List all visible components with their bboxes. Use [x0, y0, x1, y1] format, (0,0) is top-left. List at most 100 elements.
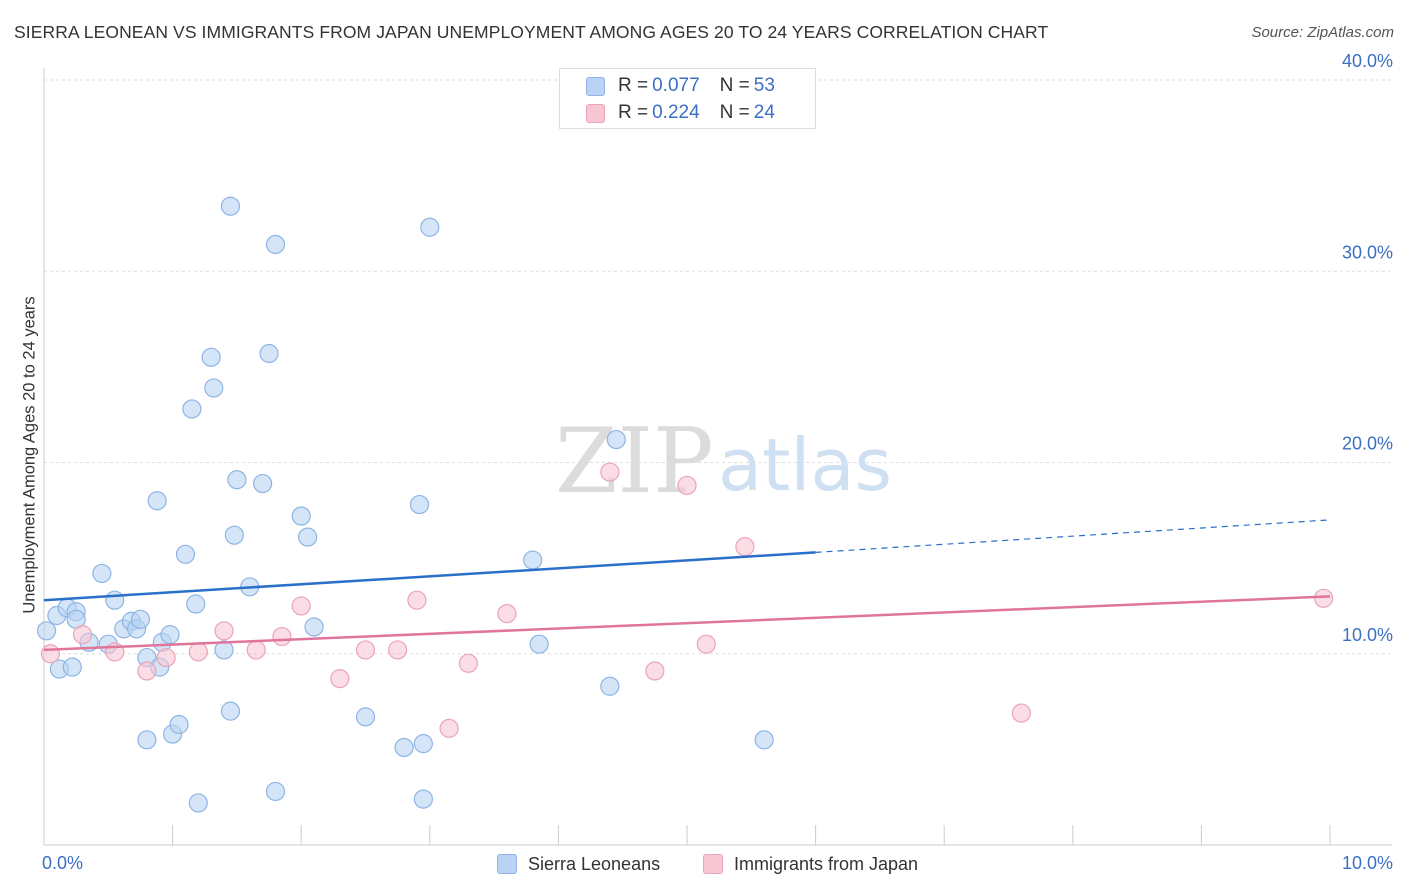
point-immigrant-japan — [696, 634, 716, 654]
point-immigrant-japan — [355, 640, 376, 660]
point-immigrant-japan — [677, 475, 697, 496]
legend-row-immigrants-from-japan: R = 0.224 N = 24 — [618, 102, 775, 124]
point-immigrant-japan — [497, 603, 517, 624]
point-sierra-leonean — [169, 714, 189, 735]
point-sierra-leonean — [606, 429, 626, 450]
point-sierra-leonean — [220, 701, 241, 721]
point-sierra-leonean — [523, 550, 543, 570]
y-tick-label: 30.0% — [1342, 242, 1393, 262]
point-sierra-leonean — [224, 525, 244, 545]
y-tick-label: 10.0% — [1342, 625, 1393, 645]
point-immigrant-japan — [188, 642, 208, 662]
point-sierra-leonean — [420, 217, 440, 237]
tick-labels: 10.0% 20.0% 30.0% 40.0% 0.0% 10.0% — [42, 51, 1393, 873]
legend-r-value: 0.077 — [652, 75, 700, 96]
point-immigrant-japan — [458, 653, 478, 673]
point-sierra-leonean — [214, 640, 234, 660]
point-sierra-leonean — [227, 470, 247, 490]
series-sierra-leoneans-points — [36, 196, 774, 813]
point-immigrant-japan — [156, 647, 176, 668]
point-immigrant-japan — [1011, 703, 1031, 723]
point-sierra-leonean — [186, 594, 206, 614]
point-sierra-leonean — [201, 347, 221, 367]
axes — [43, 68, 1392, 846]
point-sierra-leonean — [147, 491, 167, 511]
point-sierra-leonean — [92, 563, 112, 584]
point-sierra-leonean — [298, 527, 318, 547]
trend-line-immigrants-from-japan — [43, 595, 1331, 652]
bottom-legend-swatch-blue — [497, 854, 517, 874]
bottom-legend-swatch-pink — [703, 854, 723, 874]
point-immigrant-japan — [645, 661, 665, 681]
point-immigrant-japan — [246, 640, 266, 660]
point-immigrant-japan — [439, 718, 459, 738]
x-tick-label: 0.0% — [42, 853, 83, 873]
legend-swatch-pink — [586, 104, 605, 123]
point-immigrant-japan — [272, 626, 292, 647]
point-sierra-leonean — [130, 609, 151, 629]
point-sierra-leonean — [105, 590, 125, 610]
point-sierra-leonean — [394, 737, 414, 758]
x-tick-label: 10.0% — [1342, 853, 1393, 873]
watermark-zip: ZIP — [555, 409, 714, 514]
point-immigrant-japan — [735, 537, 755, 557]
point-sierra-leonean — [182, 399, 202, 419]
point-immigrant-japan — [600, 462, 620, 482]
bottom-legend-label: Sierra Leoneans — [528, 853, 661, 874]
point-immigrant-japan — [137, 661, 157, 681]
point-sierra-leonean — [355, 707, 376, 727]
watermark: ZIP atlas — [555, 409, 892, 514]
bottom-legend-immigrants-from-japan: Immigrants from Japan — [703, 852, 918, 876]
bottom-legend-label: Immigrants from Japan — [734, 853, 919, 874]
point-sierra-leonean — [204, 378, 224, 398]
point-sierra-leonean — [220, 196, 241, 216]
point-sierra-leonean — [409, 494, 430, 515]
point-sierra-leonean — [36, 621, 57, 641]
point-immigrant-japan — [388, 640, 408, 660]
correlation-legend: R = 0.077 N = 53 R = 0.224 N = 24 — [559, 68, 816, 129]
trend-lines — [43, 519, 1331, 652]
point-sierra-leonean — [62, 657, 82, 677]
chart-title: SIERRA LEONEAN VS IMMIGRANTS FROM JAPAN … — [14, 22, 1049, 42]
point-immigrant-japan — [214, 621, 234, 641]
point-sierra-leonean — [160, 625, 180, 645]
legend-n-value: 24 — [753, 102, 775, 123]
point-immigrant-japan — [330, 669, 350, 689]
point-sierra-leonean — [413, 789, 433, 809]
legend-n-label: N = — [719, 75, 750, 96]
legend-swatch-blue — [586, 77, 605, 96]
source-label: Source: ZipAtlas.com — [1251, 24, 1394, 41]
point-sierra-leonean — [754, 730, 774, 750]
gridlines — [44, 79, 1392, 655]
point-sierra-leonean — [600, 676, 620, 696]
watermark-atlas: atlas — [718, 423, 892, 507]
legend-r-value: 0.224 — [652, 102, 700, 123]
point-sierra-leonean — [259, 343, 279, 364]
point-sierra-leonean — [291, 506, 311, 526]
legend-n-label: N = — [719, 102, 750, 123]
point-sierra-leonean — [529, 634, 549, 654]
bottom-legend-sierra-leoneans: Sierra Leoneans — [497, 852, 660, 876]
trend-line-sierra-leoneans — [43, 551, 816, 602]
point-sierra-leonean — [413, 734, 433, 754]
point-sierra-leonean — [175, 544, 196, 564]
point-sierra-leonean — [304, 617, 324, 637]
point-immigrant-japan — [291, 596, 311, 616]
point-immigrant-japan — [40, 644, 61, 664]
point-sierra-leonean — [265, 234, 286, 255]
trend-line-sierra-leoneans-extension — [815, 519, 1331, 553]
point-sierra-leonean — [188, 793, 208, 813]
point-immigrant-japan — [72, 625, 93, 645]
legend-n-value: 53 — [753, 75, 775, 96]
point-immigrant-japan — [1313, 588, 1334, 608]
y-tick-label: 20.0% — [1342, 434, 1393, 454]
point-sierra-leonean — [253, 473, 273, 494]
legend-row-sierra-leoneans: R = 0.077 N = 53 — [618, 75, 775, 97]
point-immigrant-japan — [407, 590, 427, 610]
y-tick-label: 40.0% — [1342, 51, 1393, 71]
legend-r-label: R = — [618, 75, 649, 96]
y-axis-title: Unemployment Among Ages 20 to 24 years — [20, 296, 39, 614]
point-sierra-leonean — [265, 781, 286, 802]
